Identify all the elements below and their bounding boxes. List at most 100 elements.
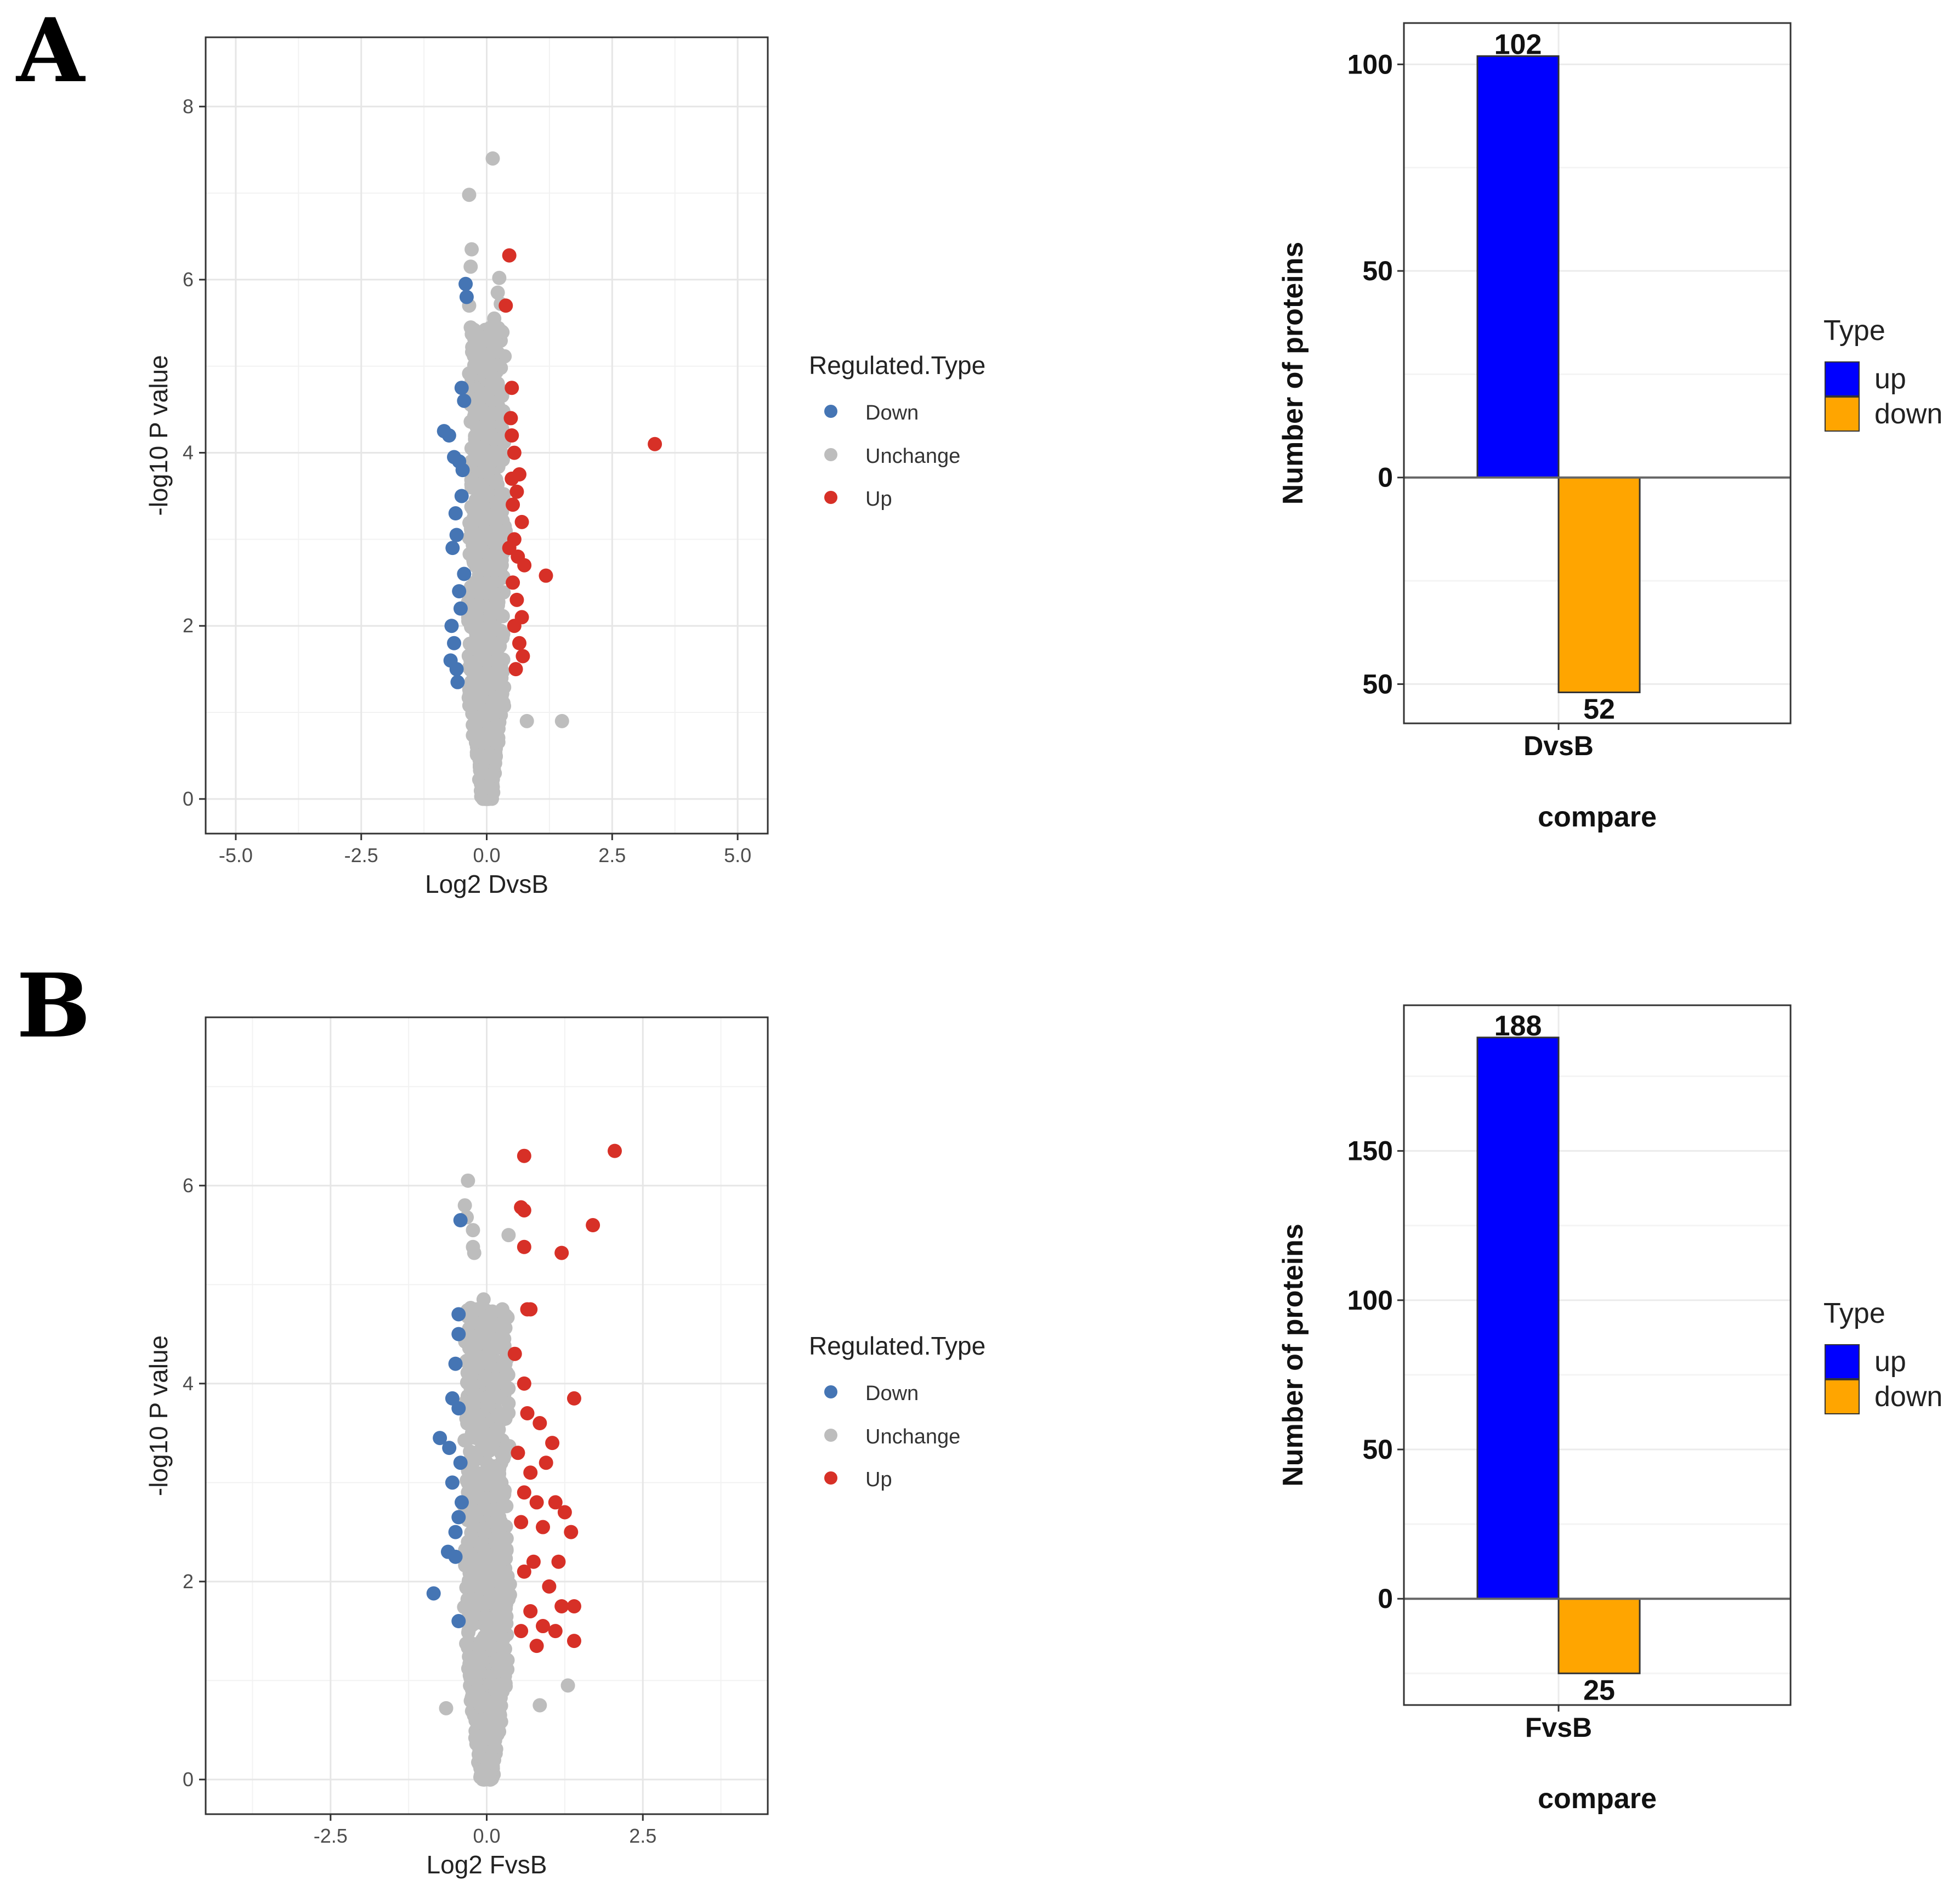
point-unchange xyxy=(492,636,507,650)
point-unchange xyxy=(480,1582,495,1597)
point-up xyxy=(509,484,524,499)
point-unchange xyxy=(560,1678,575,1693)
point-unchange xyxy=(468,1713,483,1728)
y-tick-label: 50 xyxy=(1362,256,1393,286)
point-unchange xyxy=(479,575,494,590)
y-tick-label: 2 xyxy=(183,1570,194,1593)
point-up xyxy=(548,1624,563,1639)
bar-legend-b: Type up down xyxy=(1823,1298,1942,1414)
point-down xyxy=(451,1401,466,1415)
point-down xyxy=(449,528,464,542)
point-down xyxy=(448,506,463,521)
point-unchange xyxy=(463,522,478,536)
point-up xyxy=(517,1376,531,1391)
point-down xyxy=(444,619,459,633)
legend-key-up xyxy=(1825,361,1860,397)
point-unchange xyxy=(494,558,509,573)
point-unchange xyxy=(468,641,483,656)
point-unchange xyxy=(485,406,500,421)
point-up xyxy=(516,649,530,664)
x-axis-title: compare xyxy=(1538,1783,1657,1815)
point-up xyxy=(502,248,517,263)
bar-up xyxy=(1476,1037,1560,1600)
plot-area xyxy=(1404,1005,1791,1705)
point-up xyxy=(517,1564,531,1579)
point-up xyxy=(508,662,523,677)
point-up xyxy=(514,1624,529,1639)
legend-key-down xyxy=(1825,1379,1860,1414)
point-unchange xyxy=(476,1766,491,1781)
point-down xyxy=(458,276,473,291)
point-unchange xyxy=(485,151,500,166)
point-down xyxy=(454,1495,469,1510)
plot-border xyxy=(1403,1004,1792,1706)
x-tick-label: 2.5 xyxy=(629,1825,656,1847)
legend-key-down xyxy=(824,405,837,418)
y-tick-label: 4 xyxy=(183,441,194,464)
point-unchange xyxy=(492,506,507,521)
y-tick-label: 0 xyxy=(1378,462,1393,493)
point-unchange xyxy=(481,1711,496,1725)
y-tick-label: 0 xyxy=(1378,1583,1393,1614)
point-down xyxy=(447,450,462,465)
point-unchange xyxy=(464,480,479,495)
point-unchange xyxy=(490,285,505,300)
data-label-up: 188 xyxy=(1494,1010,1542,1042)
point-up xyxy=(551,1554,566,1569)
point-down xyxy=(457,567,472,581)
point-up xyxy=(536,1520,550,1534)
point-unchange xyxy=(497,1565,512,1579)
point-down xyxy=(445,1475,460,1490)
legend-key-unchange xyxy=(824,1429,837,1442)
point-unchange xyxy=(464,1475,479,1490)
x-tick-label: FvsB xyxy=(1525,1712,1592,1743)
point-up xyxy=(533,1416,547,1431)
point-down xyxy=(447,636,462,650)
point-unchange xyxy=(462,698,477,713)
point-down xyxy=(454,489,469,503)
point-unchange xyxy=(485,1386,500,1401)
x-tick-label: -2.5 xyxy=(344,844,378,866)
point-unchange xyxy=(467,541,481,556)
point-unchange xyxy=(495,1604,509,1618)
point-unchange xyxy=(462,682,477,697)
point-down xyxy=(459,290,474,304)
legend-key-up xyxy=(824,1471,837,1485)
point-up xyxy=(517,558,532,573)
point-unchange xyxy=(468,1649,483,1664)
point-unchange xyxy=(463,259,478,274)
panel-label-b: B xyxy=(16,954,90,1057)
point-unchange xyxy=(473,1327,488,1341)
point-down xyxy=(453,1455,468,1470)
point-down xyxy=(448,1549,463,1564)
point-unchange xyxy=(478,1372,492,1387)
point-down xyxy=(451,1510,466,1525)
point-unchange xyxy=(489,654,504,669)
point-unchange xyxy=(467,349,481,364)
point-up xyxy=(548,1495,563,1510)
y-tick-label: 50 xyxy=(1362,1434,1393,1465)
point-up xyxy=(505,428,519,443)
point-up xyxy=(507,619,522,633)
point-unchange xyxy=(484,454,499,469)
x-tick-label: -2.5 xyxy=(314,1825,348,1847)
point-down xyxy=(442,1441,457,1455)
point-up xyxy=(512,636,526,650)
point-unchange xyxy=(471,597,485,612)
point-unchange xyxy=(479,1455,494,1470)
plot-border xyxy=(1403,22,1792,724)
y-tick-label: 2 xyxy=(183,614,194,637)
bar-legend-a: Type up down xyxy=(1823,315,1942,432)
point-unchange xyxy=(494,324,509,339)
point-down xyxy=(450,675,465,689)
x-tick-label: 0.0 xyxy=(473,844,500,866)
y-tick-label: 100 xyxy=(1347,49,1393,80)
point-up xyxy=(567,1634,581,1649)
y-tick-label: 50 xyxy=(1362,669,1393,699)
point-unchange xyxy=(493,432,508,446)
point-unchange xyxy=(485,474,500,489)
point-unchange xyxy=(489,749,503,764)
point-down xyxy=(426,1586,441,1601)
point-unchange xyxy=(468,660,483,675)
point-up xyxy=(648,437,662,451)
